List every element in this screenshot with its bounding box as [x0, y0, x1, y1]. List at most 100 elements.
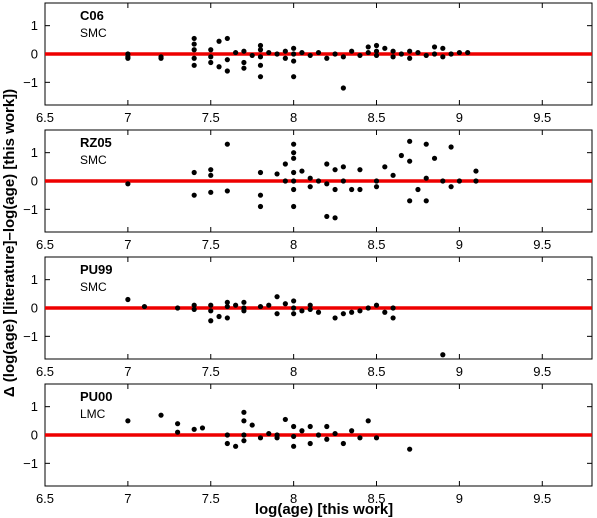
data-point [291, 186, 297, 193]
data-point [291, 311, 297, 317]
data-point [224, 141, 230, 147]
data-point [307, 306, 313, 313]
y-tick-label: 1 [31, 272, 38, 287]
x-tick-label: 8.5 [367, 491, 385, 506]
data-point [415, 186, 421, 193]
x-tick-label: 8 [290, 110, 297, 125]
x-tick-label: 7 [124, 364, 131, 379]
data-point [208, 189, 214, 195]
data-point [448, 144, 454, 150]
x-tick-label: 6.5 [36, 110, 54, 125]
data-point [365, 418, 371, 424]
data-point [431, 155, 438, 161]
data-point [257, 435, 264, 441]
x-tick-label: 9.5 [533, 110, 551, 125]
data-point [175, 305, 181, 311]
data-point [291, 51, 297, 57]
panel-title: PU99 [80, 262, 113, 277]
y-tick-label: 1 [31, 399, 38, 414]
data-point [324, 423, 330, 430]
data-point [191, 47, 197, 53]
data-point [332, 167, 338, 173]
data-point [357, 52, 363, 59]
y-tick-label: 0 [31, 301, 38, 316]
data-point [307, 175, 313, 181]
data-point [199, 425, 206, 431]
data-point [440, 45, 446, 51]
data-point [340, 311, 346, 317]
y-tick-label: −1 [23, 75, 38, 90]
data-point [274, 171, 280, 177]
data-point [398, 51, 404, 57]
y-tick-label: −1 [23, 329, 38, 344]
data-point [324, 55, 330, 61]
x-tick-label: 9 [456, 110, 463, 125]
data-point [257, 203, 264, 210]
y-tick-label: −1 [23, 456, 38, 471]
data-point [332, 186, 338, 193]
x-tick-label: 7.5 [202, 237, 220, 252]
data-point [224, 432, 230, 438]
data-point [448, 51, 454, 57]
data-point [208, 59, 214, 66]
x-tick-label: 6.5 [36, 491, 54, 506]
data-point [324, 436, 330, 442]
data-point [357, 435, 363, 441]
data-point [373, 184, 380, 190]
data-point [456, 178, 462, 184]
data-point [340, 164, 346, 170]
data-point [233, 49, 239, 56]
data-point [332, 315, 338, 321]
data-point [291, 178, 297, 184]
data-point [257, 42, 264, 49]
data-point [307, 302, 313, 308]
data-point [224, 35, 230, 42]
data-point [282, 161, 288, 167]
data-point [158, 412, 164, 418]
data-point [141, 303, 148, 310]
data-point [191, 169, 197, 176]
data-point [125, 181, 131, 187]
data-point [257, 192, 264, 198]
data-point [440, 178, 446, 184]
data-point [257, 47, 264, 53]
data-point [224, 440, 230, 447]
data-point [349, 428, 355, 434]
data-point [299, 428, 305, 434]
x-tick-label: 7.5 [202, 491, 220, 506]
data-point [216, 313, 222, 320]
data-point [365, 44, 371, 50]
y-tick-label: 1 [31, 145, 38, 160]
data-point [249, 52, 255, 59]
data-point [440, 54, 446, 60]
data-point [224, 68, 230, 74]
data-point [208, 302, 214, 308]
data-point [208, 172, 214, 178]
panel-rz05: 6.5 7 7.5 8 8.5 9 9.5 1 0 −1 RZ05 SMC [23, 129, 593, 252]
data-point [307, 423, 313, 430]
data-point [208, 167, 214, 173]
data-point [241, 48, 247, 54]
x-tick-label: 6.5 [36, 364, 54, 379]
data-point [340, 440, 346, 447]
data-point [415, 49, 421, 56]
data-point [291, 423, 297, 430]
x-tick-label: 9 [456, 491, 463, 506]
data-point [291, 169, 297, 176]
x-tick-label: 8 [290, 237, 297, 252]
data-point [175, 421, 181, 427]
data-point [448, 184, 454, 190]
data-point [440, 352, 446, 358]
data-point [125, 296, 131, 303]
panel-subtitle: SMC [80, 280, 107, 294]
data-point [208, 318, 214, 324]
data-point [390, 305, 396, 311]
data-point [299, 168, 305, 174]
x-tick-label: 8 [290, 491, 297, 506]
data-point [191, 35, 197, 42]
data-point [274, 435, 280, 441]
x-tick-label: 9 [456, 237, 463, 252]
data-point [266, 302, 272, 308]
data-point [257, 74, 264, 80]
